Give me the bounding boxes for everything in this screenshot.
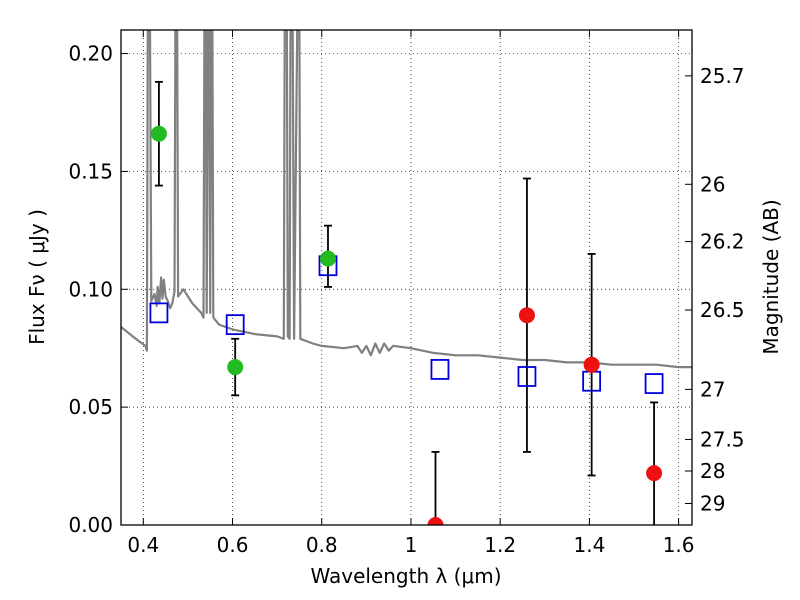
y-tick-label: 0.15 xyxy=(68,159,113,183)
x-tick-label: 1.2 xyxy=(484,533,516,557)
y2-tick-label: 25.7 xyxy=(700,64,745,88)
y2-tick-label: 26.2 xyxy=(700,230,745,254)
model-flux-marker xyxy=(225,314,245,336)
x-tick-label: 0.8 xyxy=(306,533,338,557)
x-tick-label: 1 xyxy=(405,533,418,557)
model-flux-marker xyxy=(517,366,537,387)
x-tick-label: 1.6 xyxy=(663,533,695,557)
template-spectrum-line xyxy=(121,30,692,369)
x-axis-label: Wavelength λ (μm) xyxy=(310,564,501,588)
y2-tick-label: 29 xyxy=(700,492,725,516)
plot-frame xyxy=(120,29,693,526)
y2-tick-label: 28 xyxy=(700,459,725,483)
observed-flux-point xyxy=(646,465,663,482)
grid-lines xyxy=(121,30,692,526)
y2-tick-label: 26 xyxy=(700,172,725,196)
y2-axis-label: Magnitude (AB) xyxy=(759,199,783,354)
y-tick-label: 0.20 xyxy=(68,42,113,66)
observed-flux-point xyxy=(518,307,535,324)
x-tick-label: 0.4 xyxy=(127,533,159,557)
observed-flux-point xyxy=(319,250,336,267)
observed-flux-point xyxy=(583,356,600,373)
y-tick-label: 0.10 xyxy=(68,277,113,301)
y-tick-label: 0.00 xyxy=(68,513,113,537)
model-flux-marker xyxy=(644,373,664,394)
y2-tick-label: 27.5 xyxy=(700,427,745,451)
observed-flux-point xyxy=(227,359,244,376)
y-tick-label: 0.05 xyxy=(68,395,113,419)
model-flux-marker xyxy=(149,302,169,324)
y-axis-label: Flux Fν ( μJy ) xyxy=(25,209,49,345)
axis-ticks: 0.4 0.6 0.8 1 1.2 1.4 1.6 0.00 0.05 0.10 0.15 0.20 2… xyxy=(68,30,745,557)
x-tick-label: 0.6 xyxy=(217,533,249,557)
y2-tick-label: 26.5 xyxy=(700,298,745,322)
model-flux-marker xyxy=(430,359,450,380)
plot-data xyxy=(121,30,692,525)
observed-flux-point xyxy=(150,125,167,142)
y2-tick-label: 27 xyxy=(700,377,725,401)
x-tick-label: 1.4 xyxy=(573,533,605,557)
observed-flux-point xyxy=(427,517,444,525)
